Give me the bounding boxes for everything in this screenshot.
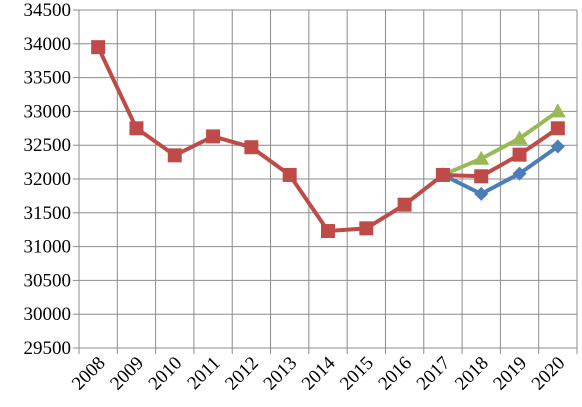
data-point-square: [435, 167, 450, 182]
x-axis-tick-labels: 2008200920102011201220132014201520162017…: [68, 352, 569, 394]
data-point-square: [91, 40, 106, 55]
series-line: [442, 109, 559, 177]
data-point-diamond: [550, 139, 565, 154]
y-tick-label: 34000: [24, 34, 72, 55]
data-point-square: [244, 140, 259, 155]
y-tick-label: 30500: [24, 270, 72, 291]
data-point-triangle: [549, 103, 566, 118]
data-point-square: [512, 147, 527, 162]
x-tick-label: 2012: [221, 353, 263, 395]
y-tick-label: 33500: [24, 68, 72, 89]
x-tick-label: 2019: [489, 353, 531, 395]
data-point-triangle: [473, 150, 490, 165]
data-point-square: [129, 121, 144, 136]
x-tick-label: 2013: [260, 353, 302, 395]
y-tick-label: 31500: [24, 203, 72, 224]
data-point-diamond: [512, 166, 527, 181]
series-line: [96, 46, 559, 234]
data-point-square: [397, 197, 412, 212]
data-point-square: [167, 148, 182, 163]
y-tick-label: 33000: [24, 101, 72, 122]
x-tick-label: 2014: [298, 352, 340, 394]
y-tick-label: 31000: [24, 237, 72, 258]
y-tick-label: 29500: [24, 338, 72, 359]
x-tick-label: 2010: [145, 353, 187, 395]
y-tick-label: 32000: [24, 169, 72, 190]
axes: [73, 9, 578, 354]
y-axis-tick-labels: 29500 30000 30500 31000 31500 32000 32500 33000…: [24, 0, 72, 359]
data-point-square: [550, 121, 565, 136]
data-point-square: [282, 167, 297, 182]
x-tick-label: 2009: [106, 353, 148, 395]
x-tick-label: 2015: [336, 353, 378, 395]
series-line: [442, 144, 559, 196]
y-tick-label: 30000: [24, 304, 72, 325]
data-point-square: [206, 129, 221, 144]
series-square: [91, 40, 565, 239]
data-point-diamond: [474, 186, 489, 201]
y-tick-label: 32500: [24, 135, 72, 156]
x-tick-label: 2017: [413, 353, 455, 395]
x-tick-label: 2016: [374, 353, 416, 395]
x-tick-label: 2018: [451, 353, 493, 395]
data-point-square: [321, 224, 335, 239]
data-point-square: [474, 169, 489, 184]
y-tick-label: 34500: [24, 0, 72, 21]
data-point-square: [359, 221, 374, 236]
data-point-triangle: [511, 130, 528, 145]
gridlines: [78, 9, 578, 349]
x-tick-label: 2011: [183, 353, 224, 394]
x-tick-label: 2020: [528, 353, 570, 395]
series-group: [91, 40, 566, 239]
x-tick-label: 2008: [68, 353, 110, 395]
